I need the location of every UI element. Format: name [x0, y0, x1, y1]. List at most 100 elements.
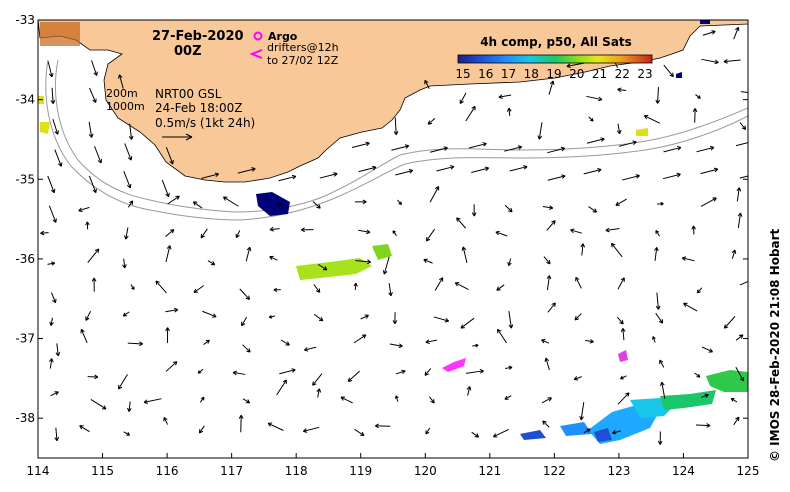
- current-arrow-icon: [122, 258, 127, 269]
- current-arrow-icon: [123, 431, 131, 436]
- current-arrow-icon: [198, 425, 205, 434]
- current-arrow-icon: [427, 118, 436, 125]
- current-arrow-icon: [425, 427, 431, 435]
- current-arrow-icon: [497, 328, 507, 344]
- current-arrow-icon: [583, 167, 602, 175]
- lon-tick-label: 123: [607, 464, 630, 478]
- current-arrow-icon: [355, 259, 372, 265]
- current-arrow-icon: [192, 201, 203, 209]
- current-arrow-icon: [654, 246, 659, 261]
- colorbar-gradient: [457, 54, 653, 64]
- current-arrow-icon: [655, 87, 661, 104]
- current-arrow-icon: [353, 282, 358, 291]
- current-arrow-icon: [88, 175, 97, 194]
- current-arrow-icon: [700, 197, 717, 207]
- contour-200m: [54, 59, 748, 213]
- current-arrow-icon: [203, 339, 210, 345]
- current-arrow-icon: [50, 292, 57, 304]
- colorbar-tick-label: 18: [524, 67, 539, 81]
- current-arrow-icon: [122, 311, 130, 317]
- current-arrow-icon: [429, 396, 435, 404]
- current-arrow-icon: [496, 284, 505, 291]
- current-arrow-icon: [694, 372, 701, 378]
- current-arrow-icon: [509, 165, 528, 172]
- lon-tick-label: 119: [349, 464, 372, 478]
- credit-label: © IMOS 28-Feb-2020 21:08 Hobart: [768, 228, 782, 462]
- current-arrow-icon: [143, 398, 162, 405]
- current-arrow-icon: [683, 302, 698, 312]
- current-arrow-icon: [312, 201, 321, 209]
- current-arrow-icon: [49, 317, 54, 326]
- current-arrow-icon: [622, 174, 640, 181]
- current-arrow-icon: [541, 397, 553, 404]
- current-arrow-icon: [543, 256, 551, 265]
- current-arrow-icon: [54, 149, 63, 167]
- current-arrow-icon: [702, 30, 716, 36]
- sst-patches: [38, 20, 748, 444]
- current-arrow-icon: [392, 230, 397, 236]
- current-arrow-icon: [80, 328, 88, 344]
- current-arrow-icon: [319, 172, 338, 179]
- current-arrow-icon: [465, 105, 476, 122]
- current-arrow-icon: [48, 358, 54, 369]
- current-arrow-icon: [504, 395, 512, 400]
- lon-tick-label: 125: [737, 464, 760, 478]
- current-arrow-icon: [547, 174, 566, 181]
- current-arrow-icon: [124, 143, 133, 161]
- current-arrow-icon: [85, 221, 90, 230]
- latitude-axis: -33 -34 -35 -36 -37 -38: [15, 13, 748, 425]
- current-arrow-icon: [733, 416, 740, 426]
- current-arrow-icon: [616, 316, 624, 325]
- current-arrow-icon: [546, 220, 556, 231]
- colorbar-tick-label: 15: [455, 67, 470, 81]
- sst-patch-coastal: [40, 22, 80, 46]
- current-arrow-icon: [504, 204, 513, 213]
- current-arrow-icon: [273, 287, 281, 292]
- colorbar-tick-label: 21: [592, 67, 607, 81]
- current-arrow-icon: [312, 373, 323, 386]
- current-arrow-icon: [459, 92, 467, 105]
- current-arrow-icon: [278, 174, 297, 182]
- current-arrow-icon: [657, 201, 664, 206]
- contour-1000m: [45, 59, 748, 221]
- current-arrow-icon: [124, 227, 129, 240]
- current-arrow-icon: [358, 229, 371, 235]
- current-arrow-icon: [616, 123, 622, 135]
- colorbar: 4h comp, p50, All Sats 15 16 17 18 19 20 21 22 2…: [455, 35, 652, 81]
- legend-drifters-range: to 27/02 12Z: [267, 54, 339, 67]
- current-arrow-icon: [498, 94, 512, 99]
- current-arrow-icon: [316, 388, 322, 398]
- current-arrow-icon: [167, 195, 180, 205]
- current-arrow-icon: [391, 144, 410, 151]
- current-arrow-icon: [585, 338, 594, 344]
- current-arrow-icon: [506, 107, 512, 117]
- current-arrow-icon: [425, 228, 436, 242]
- current-arrow-icon: [542, 420, 550, 428]
- current-arrow-icon: [456, 217, 467, 229]
- current-arrow-icon: [566, 62, 584, 69]
- current-arrow-icon: [617, 392, 630, 405]
- current-arrow-icon: [617, 87, 627, 93]
- map-time: 00Z: [174, 44, 202, 59]
- current-arrow-icon: [740, 91, 748, 94]
- current-arrow-icon: [276, 202, 284, 207]
- current-arrow-icon: [397, 199, 403, 205]
- current-arrow-icon: [471, 166, 490, 173]
- current-arrow-icon: [588, 206, 598, 213]
- current-arrow-icon: [547, 302, 556, 313]
- current-arrow-icon: [692, 108, 698, 123]
- current-arrow-icon: [723, 316, 736, 329]
- current-arrow-icon: [691, 225, 697, 235]
- current-arrow-icon: [619, 375, 627, 380]
- current-arrow-icon: [735, 366, 745, 382]
- current-arrow-icon: [237, 167, 256, 174]
- current-arrow-icon: [495, 230, 508, 237]
- current-arrow-icon: [454, 282, 469, 291]
- current-arrow-icon: [78, 206, 90, 213]
- current-arrow-icon: [695, 94, 701, 99]
- current-arrow-icon: [388, 283, 393, 297]
- current-arrow-icon: [351, 141, 370, 149]
- current-arrow-icon: [586, 95, 603, 102]
- current-arrow-icon: [207, 260, 216, 266]
